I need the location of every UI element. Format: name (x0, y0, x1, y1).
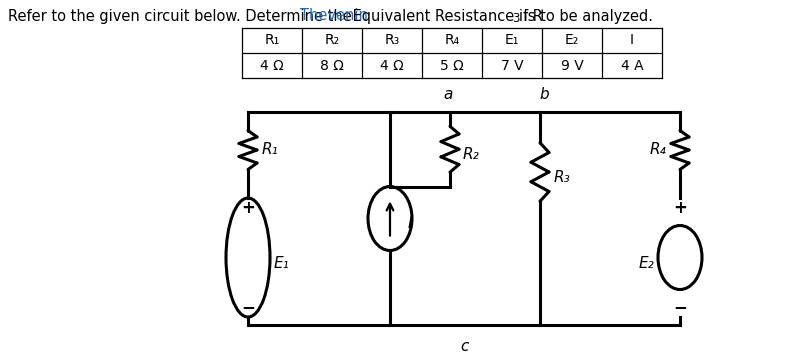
Text: E₁: E₁ (274, 256, 290, 271)
Text: −: − (673, 298, 687, 316)
Text: R₃: R₃ (554, 169, 571, 185)
Text: 4 Ω: 4 Ω (260, 59, 284, 72)
Text: c: c (460, 339, 468, 353)
Text: R₄: R₄ (444, 34, 459, 48)
Text: Equivalent Resistance if R: Equivalent Resistance if R (348, 8, 543, 24)
Text: a: a (444, 87, 453, 102)
Text: E₂: E₂ (638, 256, 654, 271)
Text: +: + (673, 199, 687, 217)
Text: I: I (630, 34, 634, 48)
Text: E₁: E₁ (505, 34, 520, 48)
Text: 9 V: 9 V (561, 59, 584, 72)
Text: 8 Ω: 8 Ω (320, 59, 344, 72)
Text: 7 V: 7 V (501, 59, 524, 72)
Text: R₂: R₂ (325, 34, 340, 48)
Text: is to be analyzed.: is to be analyzed. (519, 8, 653, 24)
Text: b: b (539, 87, 549, 102)
Text: R₁: R₁ (262, 143, 279, 157)
Text: 4 Ω: 4 Ω (380, 59, 404, 72)
Text: 5 Ω: 5 Ω (440, 59, 464, 72)
Text: I: I (408, 216, 413, 231)
Text: R₂: R₂ (463, 147, 480, 162)
Text: +: + (241, 199, 255, 217)
Text: Thevenin: Thevenin (300, 8, 367, 24)
Text: Refer to the given circuit below. Determine the: Refer to the given circuit below. Determ… (8, 8, 356, 24)
Text: −: − (241, 298, 255, 316)
Text: E₂: E₂ (565, 34, 579, 48)
Text: R₄: R₄ (649, 143, 666, 157)
Text: 3: 3 (512, 12, 520, 24)
Text: R₁: R₁ (265, 34, 280, 48)
Text: R₃: R₃ (384, 34, 400, 48)
Text: 4 A: 4 A (621, 59, 643, 72)
